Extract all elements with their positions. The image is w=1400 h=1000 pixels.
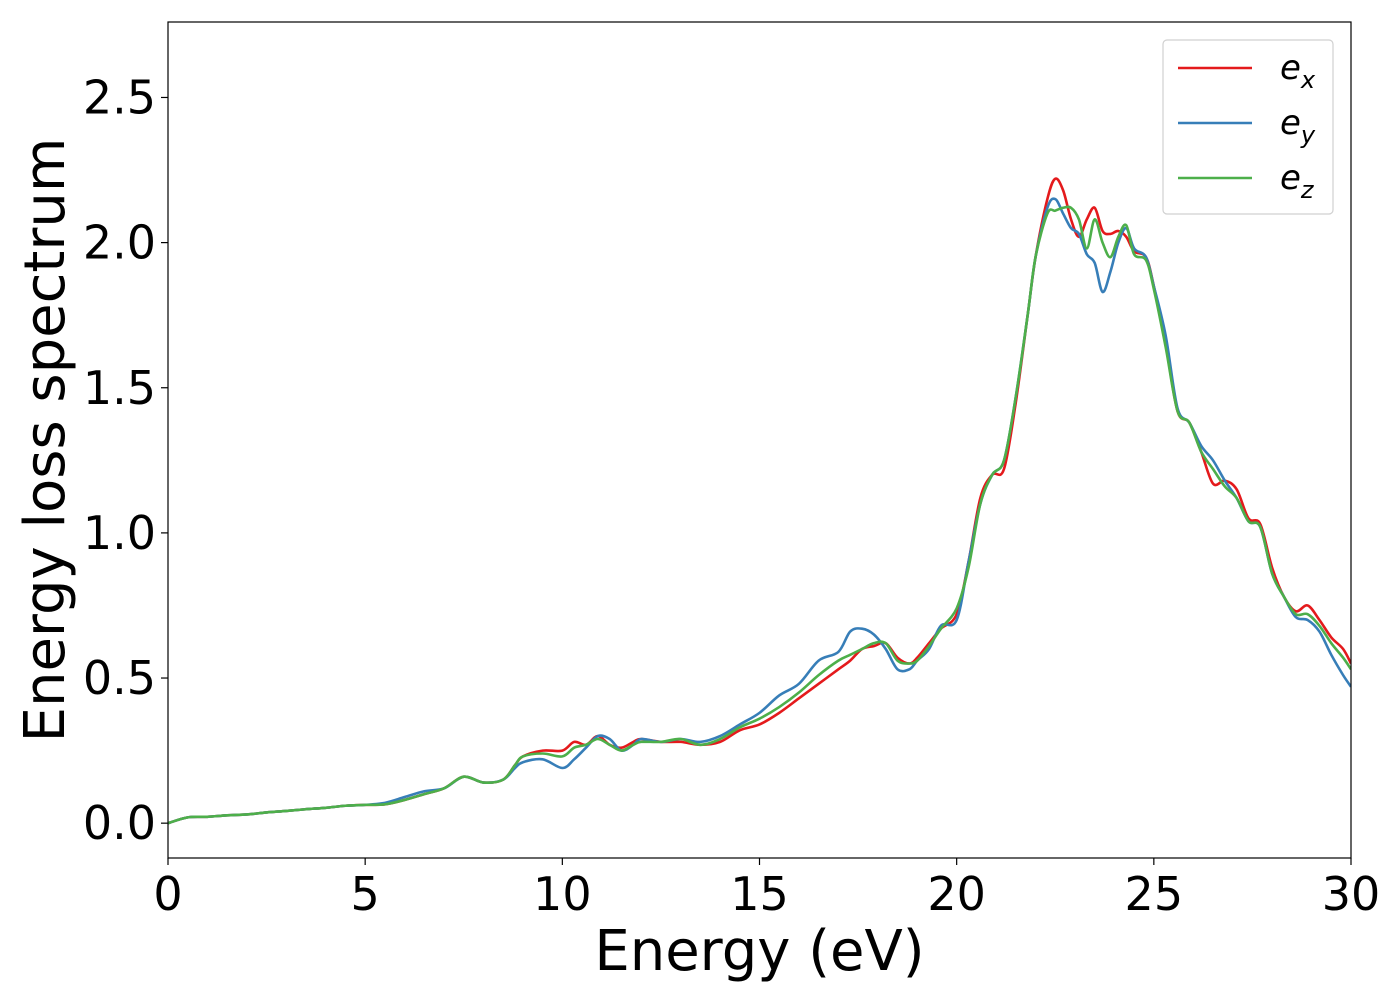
y-tick-label: 0.5 [83, 651, 156, 705]
x-axis-ticks: 0 5 10 15 20 25 30 [153, 858, 1380, 921]
legend-label-base: e [1280, 103, 1301, 143]
x-tick-label: 25 [1125, 867, 1184, 921]
x-tick-label: 10 [533, 867, 592, 921]
legend-label-base: e [1280, 48, 1301, 88]
legend-label-x: ex [1280, 48, 1316, 94]
legend-box [1162, 39, 1334, 215]
y-tick-label: 1.5 [83, 361, 156, 415]
legend-label-base: e [1280, 158, 1301, 198]
legend-label-subscript: y [1300, 121, 1316, 149]
x-tick-label: 5 [351, 867, 380, 921]
y-axis-ticks: 0.0 0.5 1.0 1.5 2.0 2.5 [83, 70, 168, 850]
x-tick-label: 20 [927, 867, 986, 921]
series-line-y [168, 197, 1351, 825]
series-line-z [168, 205, 1351, 825]
legend-label-y: ey [1280, 103, 1316, 149]
y-tick-label: 2.5 [83, 70, 156, 124]
plot-frame [167, 21, 1352, 859]
y-tick-label: 0.0 [83, 796, 156, 850]
y-axis-label: Energy loss spectrum [13, 138, 78, 743]
legend-label-subscript: z [1300, 176, 1315, 204]
x-tick-label: 0 [153, 867, 182, 921]
y-tick-label: 1.0 [83, 506, 156, 560]
legend-label-subscript: x [1300, 66, 1316, 94]
x-tick-label: 30 [1322, 867, 1381, 921]
plot-area [168, 177, 1351, 825]
legend-label-z: ez [1280, 158, 1315, 204]
y-tick-label: 2.0 [83, 216, 156, 270]
x-tick-label: 15 [730, 867, 789, 921]
x-axis-label: Energy (eV) [594, 919, 924, 984]
series-line-x [168, 177, 1351, 825]
